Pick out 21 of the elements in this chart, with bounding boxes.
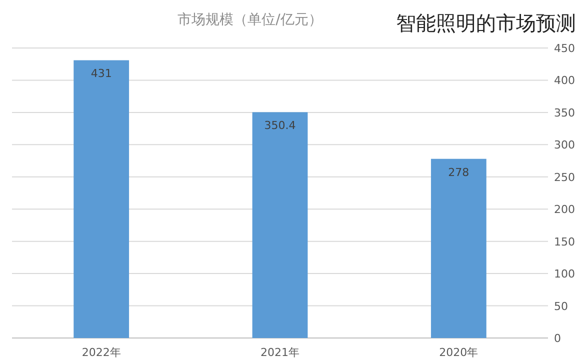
- y-tick-label: 250: [554, 170, 575, 184]
- bar: [430, 158, 486, 338]
- y-tick-label: 0: [554, 332, 561, 345]
- data-label: 278: [448, 166, 470, 179]
- bar: [252, 112, 308, 338]
- y-tick-label: 50: [554, 300, 568, 313]
- data-label: 350.4: [264, 119, 296, 132]
- y-tick-label: 200: [554, 203, 575, 216]
- chart-title: 智能照明的市场预测: [396, 11, 576, 35]
- y-tick-label: 300: [554, 138, 575, 152]
- y-tick-label: 450: [554, 42, 575, 55]
- data-label: 431: [90, 67, 112, 80]
- y-tick-label: 150: [554, 235, 575, 248]
- y-tick-label: 400: [554, 74, 575, 88]
- y-tick-label: 350: [554, 106, 575, 120]
- chart-subtitle: 市场规模（单位/亿元）: [178, 12, 322, 28]
- y-tick-label: 100: [554, 268, 575, 281]
- x-tick-label: 2021年: [260, 346, 300, 359]
- x-tick-label: 2022年: [82, 346, 121, 359]
- x-tick-label: 2020年: [439, 346, 478, 359]
- bar: [74, 60, 130, 338]
